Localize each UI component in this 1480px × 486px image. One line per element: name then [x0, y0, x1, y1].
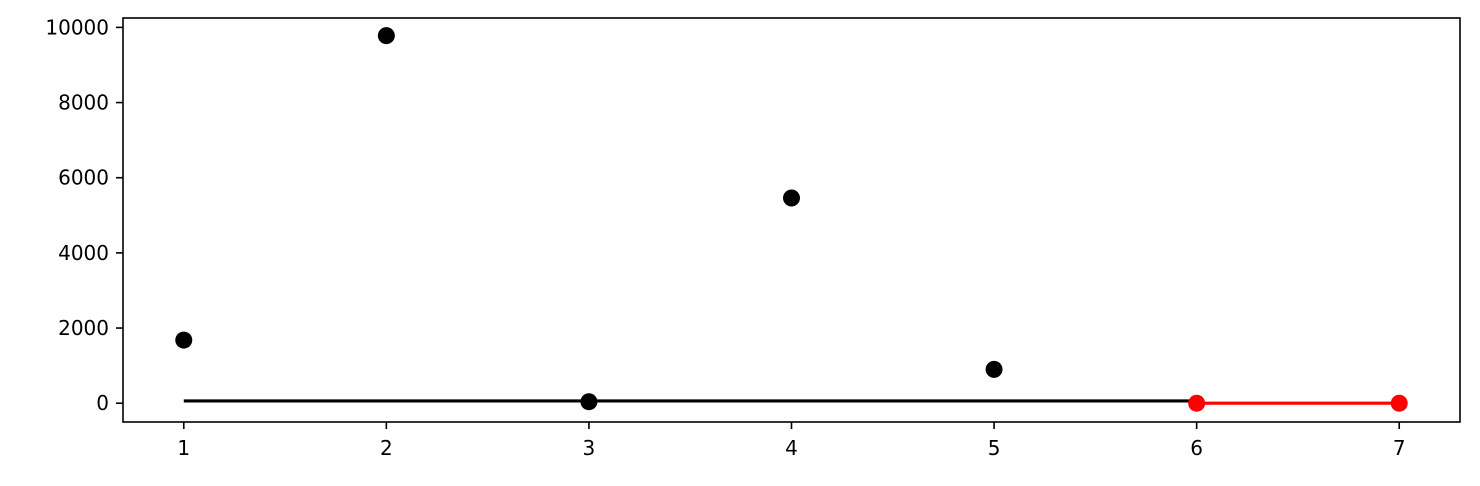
- x-tick-label: 6: [1190, 436, 1203, 460]
- x-tick-label: 5: [988, 436, 1001, 460]
- black-data-point: [783, 189, 800, 207]
- plot-area-frame: [122, 17, 1461, 423]
- y-tick-label: 2000: [58, 316, 109, 340]
- black-data-point: [175, 331, 193, 349]
- y-tick-label: 8000: [58, 91, 109, 115]
- x-axis-ticks: 1 2 3 4 5 6 7: [177, 422, 1406, 460]
- x-tick-label: 3: [583, 436, 596, 460]
- x-tick-label: 2: [380, 436, 393, 460]
- plot-series: [175, 27, 1408, 412]
- x-tick-label: 1: [177, 436, 190, 460]
- y-tick-label: 4000: [58, 241, 109, 265]
- black-data-point: [377, 27, 395, 45]
- red-data-point: [1390, 394, 1408, 412]
- y-tick-label: 0: [96, 391, 109, 415]
- y-tick-label: 6000: [58, 166, 109, 190]
- y-tick-label: 10000: [45, 15, 109, 39]
- black-data-point: [985, 360, 1003, 378]
- red-data-point: [1188, 394, 1206, 412]
- x-tick-label: 7: [1393, 436, 1406, 460]
- y-axis-ticks: 0 2000 4000 6000 8000 10000: [45, 15, 123, 415]
- x-tick-label: 4: [785, 436, 798, 460]
